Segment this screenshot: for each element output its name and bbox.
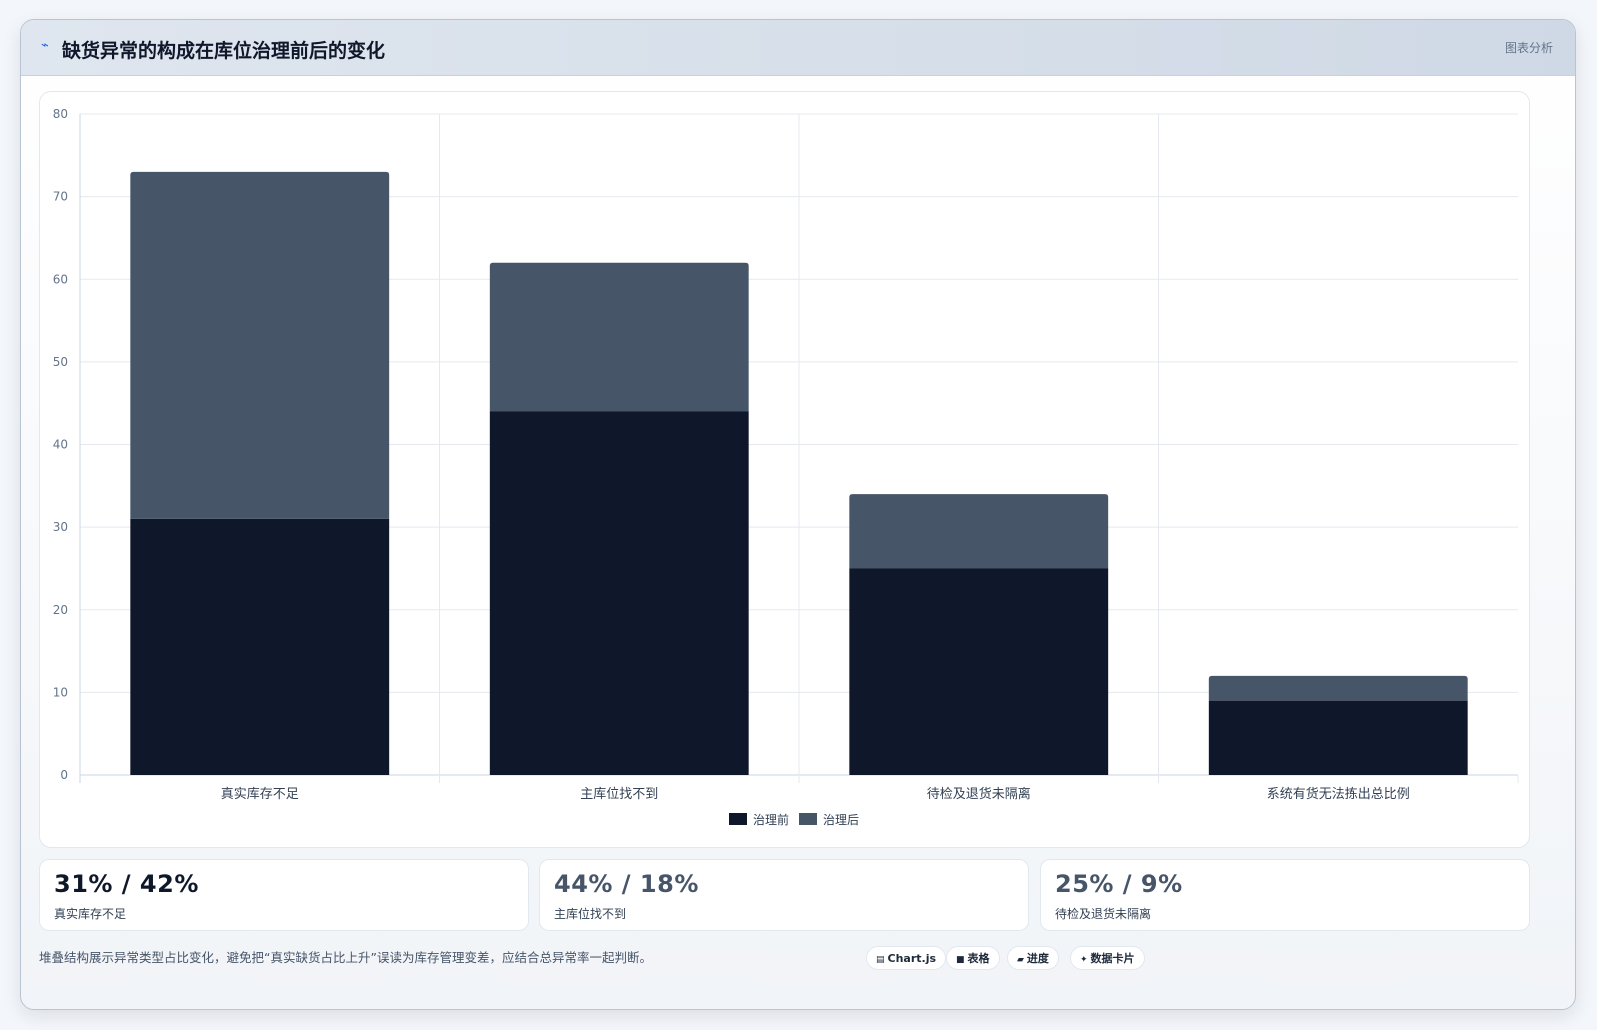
- y-tick-label: 50: [53, 355, 68, 369]
- chart-icon: ▤: [876, 955, 885, 965]
- sparkle-icon: ✦: [1080, 955, 1088, 965]
- y-tick-label: 10: [53, 685, 68, 699]
- chip-progress[interactable]: ▰ 进度: [1007, 946, 1059, 970]
- legend-label: 治理后: [823, 813, 859, 827]
- stat-value: 44% / 18%: [554, 870, 699, 898]
- y-tick-label: 30: [53, 520, 68, 534]
- y-tick-label: 20: [53, 603, 68, 617]
- chart-panel: 0 10 20 30 40 50 60 70 80 真实库存不足 主库位找不到 待检及退货未隔离 系统有…: [39, 91, 1530, 848]
- x-tick-label: 真实库存不足: [221, 786, 299, 802]
- stat-value: 31% / 42%: [54, 870, 199, 898]
- y-tick-label: 80: [53, 107, 68, 121]
- table-icon: ■: [956, 955, 965, 965]
- progress-icon: ▰: [1017, 955, 1024, 965]
- stat-card: 25% / 9% 待检及退货未隔离: [1040, 859, 1530, 931]
- chart-card: ⌁ 缺货异常的构成在库位治理前后的变化 图表分析 0 10 20 30 40 50 60 70…: [20, 19, 1576, 1010]
- y-tick-label: 40: [53, 438, 68, 452]
- chip-label: 进度: [1026, 952, 1049, 965]
- x-tick-label: 待检及退货未隔离: [927, 786, 1031, 802]
- chip-label: Chart.js: [887, 952, 937, 965]
- stat-value: 25% / 9%: [1055, 870, 1183, 898]
- bar-segment: [849, 494, 1109, 569]
- x-tick-label: 系统有货无法拣出总比例: [1267, 786, 1410, 802]
- line-chart-icon: ⌁: [41, 38, 49, 53]
- legend-label: 治理前: [753, 812, 789, 827]
- legend-swatch: [729, 813, 747, 825]
- chip-table[interactable]: ■ 表格: [946, 946, 1000, 970]
- stat-label: 主库位找不到: [554, 907, 627, 921]
- bar-segment: [489, 411, 749, 775]
- bar-segment: [1208, 675, 1468, 701]
- header-tag: 图表分析: [1504, 41, 1553, 55]
- bar-segment: [489, 262, 749, 412]
- bar-segment: [130, 171, 390, 519]
- chip-chartjs[interactable]: ▤ Chart.js: [866, 946, 947, 970]
- stat-label: 待检及退货未隔离: [1055, 907, 1152, 921]
- chip-label: 表格: [967, 952, 990, 965]
- footer-note: 堆叠结构展示异常类型占比变化，避免把“真实缺货占比上升”误读为库存管理变差，应结…: [39, 950, 652, 965]
- y-tick-label: 70: [53, 190, 68, 204]
- chip-label: 数据卡片: [1090, 952, 1135, 965]
- stat-cards: 31% / 42% 真实库存不足 44% / 18% 主库位找不到 25% / …: [39, 859, 1530, 931]
- x-tick-label: 主库位找不到: [580, 786, 658, 802]
- stacked-bar-chart: 0 10 20 30 40 50 60 70 80 真实库存不足 主库位找不到 待检及退货未隔离 系统有…: [53, 107, 1519, 827]
- legend-swatch: [799, 813, 817, 825]
- bar-segment: [1208, 700, 1468, 775]
- stat-card: 31% / 42% 真实库存不足: [39, 859, 529, 931]
- y-tick-label: 60: [53, 272, 68, 286]
- card-title: 缺货异常的构成在库位治理前后的变化: [62, 40, 386, 62]
- bar-segment: [849, 568, 1109, 775]
- stat-label: 真实库存不足: [54, 907, 127, 921]
- bar-segment: [130, 518, 390, 775]
- chip-data-card[interactable]: ✦ 数据卡片: [1070, 946, 1145, 970]
- stat-card: 44% / 18% 主库位找不到: [539, 859, 1029, 931]
- card-header: ⌁ 缺货异常的构成在库位治理前后的变化 图表分析: [21, 20, 1575, 76]
- y-tick-label: 0: [60, 768, 68, 782]
